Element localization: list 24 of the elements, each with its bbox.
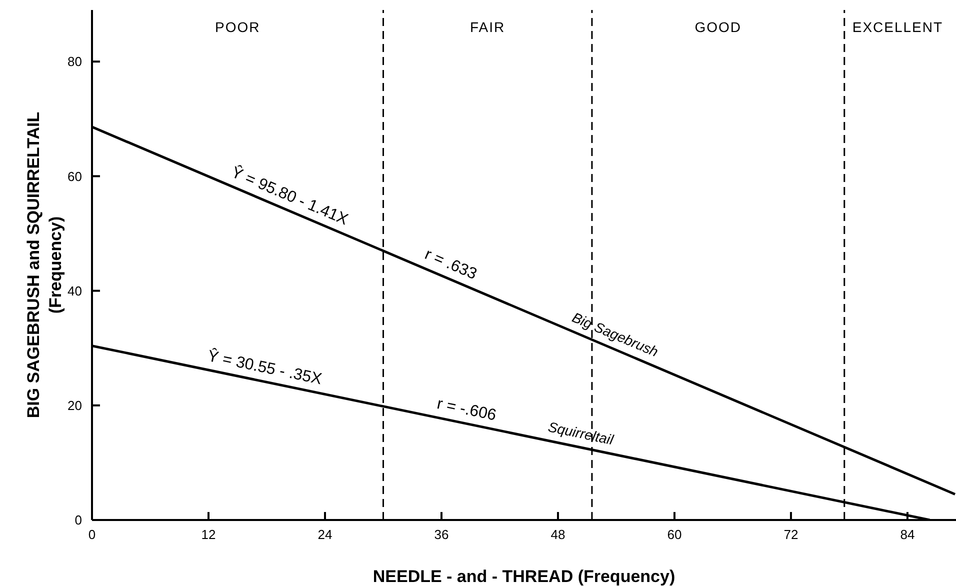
y-axis-title: BIG SAGEBRUSH and SQUIRRELTAIL (Frequency) (24, 112, 65, 418)
x-tick-label: 12 (201, 527, 216, 542)
x-tick-label: 84 (900, 527, 915, 542)
x-axis-title: NEEDLE - and - THREAD (Frequency) (372, 567, 676, 586)
y-tick-label: 20 (68, 398, 82, 414)
annotation: EXCELLENT (852, 19, 944, 35)
y-tick-label: 60 (68, 168, 82, 184)
text: Squirreltail (546, 418, 616, 448)
x-tick-label: 48 (550, 527, 566, 542)
x-tick-label: 0 (88, 527, 96, 542)
annotation: FAIR (470, 19, 506, 35)
y-tick-label: 0 (74, 512, 82, 528)
x-tick-label: 60 (667, 527, 682, 542)
x-tick-label: 24 (318, 527, 332, 542)
annotation: r = .633 (422, 246, 480, 284)
y-tick-label: 80 (68, 54, 82, 70)
x-tick-label: 36 (434, 527, 449, 542)
annotation: GOOD (694, 19, 742, 35)
annotation: Ŷ = 30.55 - .35X (206, 346, 324, 388)
x-tick-label: 72 (784, 527, 798, 542)
y-tick-label: 40 (68, 283, 82, 298)
annotation: POOR (215, 19, 260, 35)
annotation: Ŷ = 95.80 - 1.41X (228, 163, 352, 229)
annotation: r = -.606 (435, 396, 498, 424)
